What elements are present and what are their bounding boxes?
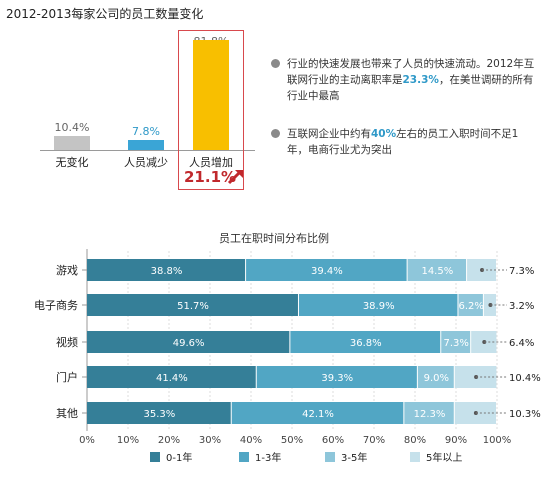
segment-value-label: 39.3% — [321, 373, 353, 384]
category-label: 门户 — [56, 370, 78, 384]
bar-segment — [404, 402, 454, 424]
legend-label: 0-1年 — [166, 451, 192, 464]
x-tick-label: 60% — [322, 435, 344, 446]
segment-value-label: 41.4% — [156, 373, 188, 384]
bar-segment — [290, 331, 441, 353]
segment-value-label: 7.3% — [509, 266, 534, 277]
segment-value-label: 3.2% — [509, 301, 534, 312]
bullet-dot-icon — [271, 59, 280, 68]
bar-label-decrease: 人员减少 — [124, 156, 168, 169]
category-label: 游戏 — [56, 264, 78, 277]
x-tick-label: 50% — [281, 435, 303, 446]
segment-value-label: 38.9% — [363, 301, 395, 312]
x-tick-label: 80% — [404, 435, 426, 446]
segment-value-label: 42.1% — [302, 409, 334, 420]
stacked-chart-title: 员工在职时间分布比例 — [219, 232, 329, 245]
segment-value-label: 36.8% — [350, 338, 382, 349]
bar-segment — [441, 331, 471, 353]
segment-value-label: 7.3% — [444, 338, 469, 349]
legend-swatch — [410, 452, 420, 462]
segment-value-label: 10.3% — [509, 409, 541, 420]
bar-segment — [87, 331, 290, 353]
trend-up-arrow-icon — [227, 170, 243, 185]
note-2-text: 互联网企业中约有40%左右的员工入职时间不足1年，电商行业尤为突出 — [287, 128, 519, 156]
legend-swatch — [239, 452, 249, 462]
bar-segment — [87, 259, 246, 281]
bar-label-increase: 人员增加 — [189, 156, 233, 169]
bar-segment — [417, 366, 454, 388]
bar-segment — [246, 259, 407, 281]
bar-segment — [87, 402, 231, 424]
x-tick-label: 40% — [240, 435, 262, 446]
segment-value-label: 35.3% — [143, 409, 175, 420]
segment-value-label: 6.2% — [458, 301, 483, 312]
legend-label: 1-3年 — [255, 451, 281, 464]
bar-segment — [298, 294, 458, 316]
bar-value-no-change: 10.4% — [54, 121, 90, 134]
bar-segment — [87, 294, 298, 316]
x-tick-label: 10% — [117, 435, 139, 446]
bar-segment — [231, 402, 404, 424]
bar-decrease — [128, 139, 164, 150]
segment-value-label: 9.0% — [424, 373, 449, 384]
baseline — [40, 150, 255, 151]
category-label: 电子商务 — [34, 298, 78, 312]
bar-increase — [193, 40, 229, 150]
growth-label: 21.1% — [184, 168, 237, 186]
bar-segment — [458, 294, 483, 316]
bar-no-change — [54, 136, 90, 150]
category-label: 其他 — [56, 407, 78, 420]
segment-value-label: 12.3% — [414, 409, 446, 420]
x-tick-label: 70% — [363, 435, 385, 446]
note-1: 行业的快速发展也带来了人员的快速流动。2012年互联网行业的主动离职率是23.3… — [271, 56, 536, 104]
x-tick-label: 90% — [445, 435, 467, 446]
segment-value-label: 10.4% — [509, 373, 541, 384]
highlight-box — [178, 30, 244, 190]
legend-label: 5年以上 — [426, 451, 462, 464]
top-bar-chart: 10.4% 无变化 7.8% 人员减少 81.8% 人员增加 — [0, 0, 260, 200]
note-2: 互联网企业中约有40%左右的员工入职时间不足1年，电商行业尤为突出 — [271, 126, 536, 158]
legend-swatch — [325, 452, 335, 462]
bullet-dot-icon — [271, 129, 280, 138]
bar-segment — [407, 259, 467, 281]
segment-value-label: 14.5% — [421, 266, 453, 277]
category-label: 视频 — [56, 335, 78, 349]
bar-segment — [87, 366, 256, 388]
stacked-bar-chart: 0% 10% 20% 30% 40% 50% 60% 70% 80% 90% 100% 游戏 38.8%… — [34, 249, 541, 464]
segment-value-label: 49.6% — [173, 338, 205, 349]
bar-segment — [256, 366, 417, 388]
segment-value-label: 38.8% — [151, 266, 183, 277]
segment-value-label: 6.4% — [509, 338, 534, 349]
segment-value-label: 39.4% — [311, 266, 343, 277]
note-1-text: 行业的快速发展也带来了人员的快速流动。2012年互联网行业的主动离职率是23.3… — [287, 58, 535, 102]
x-tick-label: 30% — [199, 435, 221, 446]
x-tick-label: 0% — [79, 435, 95, 446]
legend-label: 3-5年 — [341, 451, 367, 464]
segment-value-label: 51.7% — [177, 301, 209, 312]
x-tick-label: 20% — [158, 435, 180, 446]
top-chart-title: 2012-2013每家公司的员工数量变化 — [6, 7, 204, 21]
x-tick-label: 100% — [483, 435, 512, 446]
legend-swatch — [150, 452, 160, 462]
bar-label-no-change: 无变化 — [55, 156, 89, 169]
bar-value-decrease: 7.8% — [132, 125, 160, 138]
